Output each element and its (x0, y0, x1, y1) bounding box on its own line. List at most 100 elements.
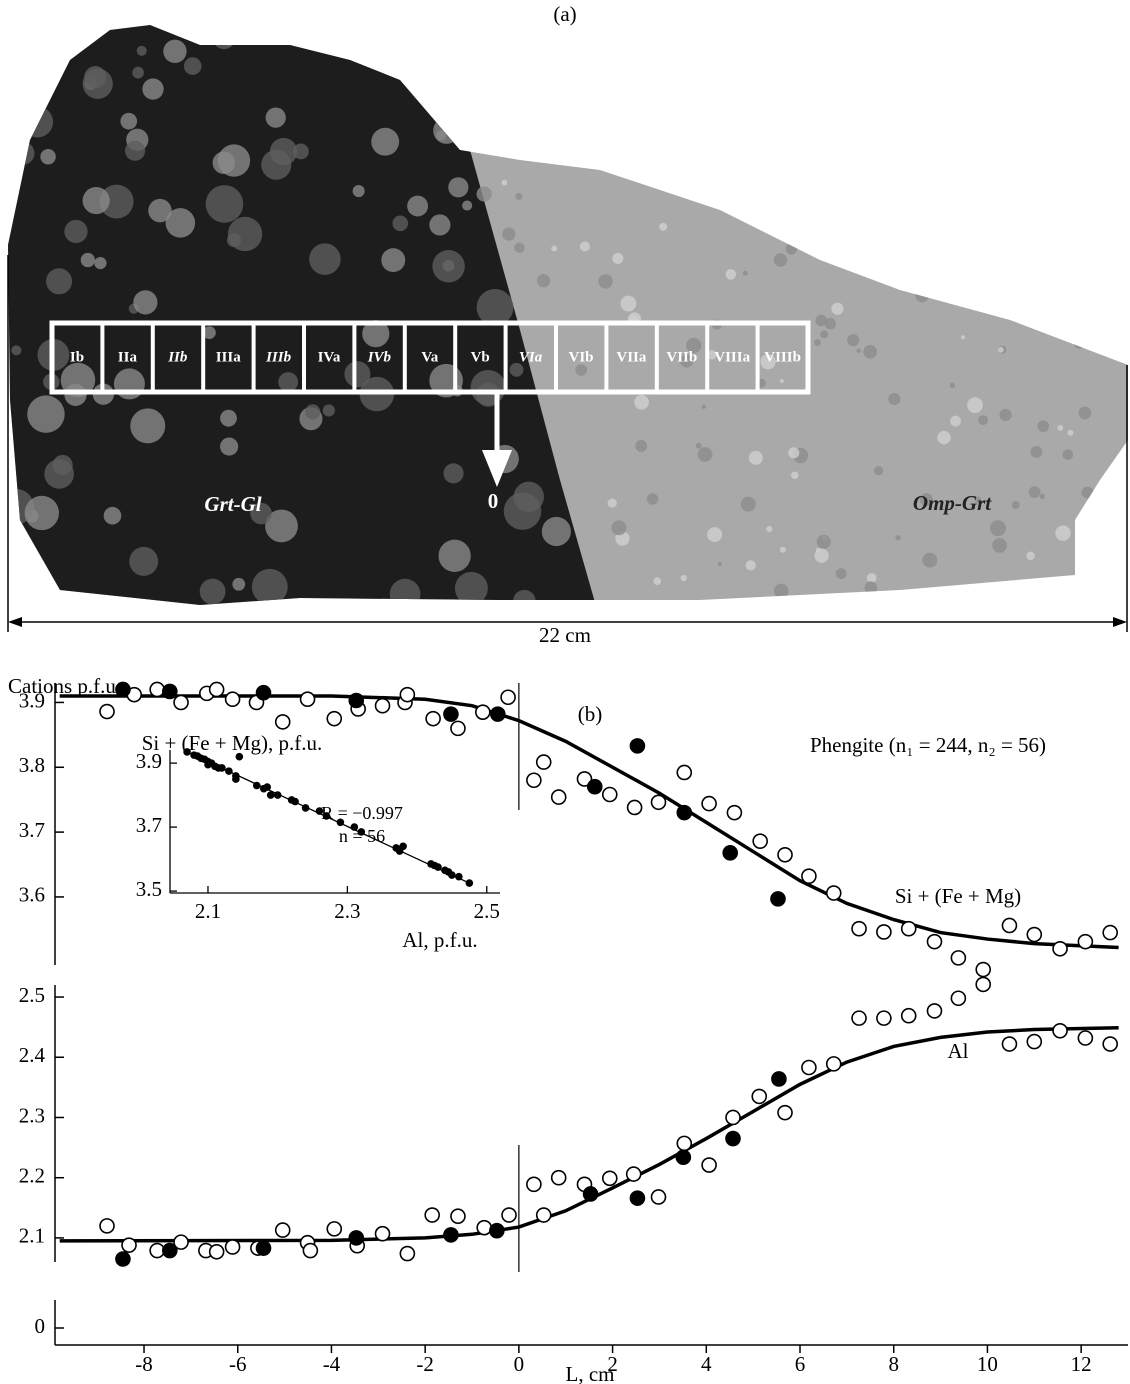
open-point (552, 790, 566, 804)
grain (811, 108, 817, 114)
grain (390, 579, 421, 610)
y-tick-label: 3.8 (19, 753, 45, 777)
open-point (552, 1171, 566, 1185)
arrowhead (1113, 617, 1127, 627)
grain (1017, 283, 1031, 297)
grain (232, 578, 245, 591)
grain (824, 211, 837, 224)
grain (746, 560, 756, 570)
grain (1117, 263, 1129, 275)
grain (455, 572, 488, 605)
filled-point (444, 1228, 458, 1242)
grain (939, 211, 955, 227)
filled-point (232, 775, 240, 783)
grain (133, 290, 157, 314)
filled-point (274, 791, 282, 799)
grain (780, 547, 786, 553)
grain (788, 447, 799, 458)
grain (163, 40, 186, 63)
x-tick-label: 4 (701, 1352, 712, 1376)
open-point (976, 977, 990, 991)
open-point (100, 705, 114, 719)
grain (642, 112, 649, 119)
grain (142, 78, 163, 99)
grain (132, 67, 144, 79)
inset-x-label: Al, p.f.u. (402, 928, 477, 952)
grain (1079, 407, 1092, 420)
open-point (276, 1223, 290, 1237)
grain (502, 227, 515, 240)
grain (701, 23, 715, 37)
x-tick-label: -4 (323, 1352, 341, 1376)
grain (1023, 48, 1031, 56)
grain (371, 128, 399, 156)
grain (502, 180, 508, 186)
grain (817, 535, 831, 549)
grain (993, 155, 1001, 163)
grain (278, 372, 298, 392)
open-point (702, 1158, 716, 1172)
grain (1062, 449, 1073, 460)
grain (575, 364, 587, 376)
open-point (652, 795, 666, 809)
filled-point (399, 842, 407, 850)
grain (266, 108, 286, 128)
grain (647, 493, 659, 505)
y-tick-label: 3.7 (19, 818, 45, 842)
grain (814, 339, 821, 346)
open-point (902, 922, 916, 936)
grain (252, 569, 288, 605)
inset-annotation: R = −0.997 (321, 803, 403, 823)
filled-point (466, 879, 474, 887)
grain (471, 370, 506, 405)
grain (744, 77, 750, 83)
filled-point (491, 707, 505, 721)
grain (1012, 501, 1020, 509)
open-point (537, 755, 551, 769)
filled-point (448, 871, 456, 879)
open-point (301, 692, 315, 706)
x-tick-label: -2 (416, 1352, 434, 1376)
grain (537, 274, 550, 287)
grain (820, 330, 828, 338)
y-tick-label: 2.4 (19, 1043, 46, 1067)
grain (40, 149, 55, 164)
grain (620, 296, 636, 312)
open-point (1027, 928, 1041, 942)
grain (791, 471, 799, 479)
box-label: Ib (70, 349, 84, 365)
grain (436, 130, 446, 140)
grain (1057, 425, 1063, 431)
grain (1076, 51, 1081, 56)
grain (477, 186, 492, 201)
open-point (1002, 1037, 1016, 1051)
grain (923, 264, 937, 278)
open-point (1053, 1024, 1067, 1038)
grain (221, 32, 235, 46)
open-point (976, 963, 990, 977)
grain (1000, 409, 1012, 421)
grain (847, 334, 859, 346)
open-point (376, 1227, 390, 1241)
open-point (877, 925, 891, 939)
grain (64, 220, 87, 243)
grain (1072, 40, 1078, 46)
open-point (778, 848, 792, 862)
grain (603, 89, 614, 100)
grain (831, 72, 843, 84)
open-point (451, 721, 465, 735)
open-point (527, 1177, 541, 1191)
grain (25, 496, 59, 530)
open-point (628, 800, 642, 814)
filled-point (723, 846, 737, 860)
grain (542, 517, 571, 546)
grain (81, 253, 95, 267)
grain (934, 25, 949, 40)
inset-y-label: Si + (Fe + Mg), p.f.u. (142, 731, 323, 755)
grain (780, 379, 784, 383)
grain (774, 584, 789, 599)
open-point (210, 1245, 224, 1259)
grain (635, 440, 647, 452)
filled-point (163, 684, 177, 698)
grain (990, 520, 1006, 536)
